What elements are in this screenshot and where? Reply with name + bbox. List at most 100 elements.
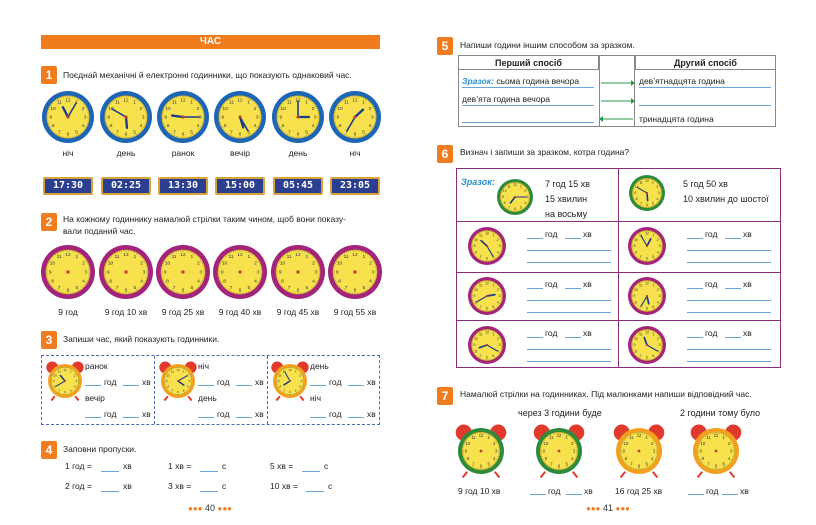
- answer-line[interactable]: [200, 471, 218, 472]
- svg-text:11: 11: [639, 181, 643, 185]
- task-7-text: Намалюй стрілки на годинниках. Під малюн…: [460, 389, 752, 399]
- svg-text:8: 8: [109, 279, 112, 285]
- answer-line[interactable]: [527, 262, 611, 263]
- answer-line[interactable]: [688, 494, 704, 495]
- answer-line[interactable]: [565, 238, 581, 239]
- answer-line[interactable]: [527, 238, 543, 239]
- svg-text:4: 4: [74, 385, 76, 389]
- answer-line[interactable]: [725, 337, 741, 338]
- answer-line[interactable]: [725, 288, 741, 289]
- answer-line[interactable]: [200, 491, 218, 492]
- answer-line[interactable]: [687, 337, 703, 338]
- svg-text:12: 12: [295, 252, 301, 258]
- svg-text:7: 7: [116, 285, 119, 291]
- answer-line[interactable]: [310, 385, 326, 386]
- svg-text:2: 2: [497, 238, 499, 242]
- unit-label: хв: [142, 409, 151, 419]
- svg-text:7: 7: [345, 129, 348, 134]
- svg-text:12: 12: [714, 433, 719, 438]
- answer-line[interactable]: [687, 238, 703, 239]
- svg-text:1: 1: [645, 435, 648, 440]
- answer-line[interactable]: [527, 349, 611, 350]
- answer-line[interactable]: [527, 300, 611, 301]
- svg-text:6: 6: [125, 132, 128, 137]
- svg-text:1: 1: [247, 100, 250, 105]
- unit-label: хв: [255, 377, 264, 387]
- svg-text:2: 2: [197, 106, 200, 111]
- svg-text:11: 11: [58, 369, 61, 373]
- svg-text:2: 2: [299, 373, 301, 377]
- answer-line[interactable]: [85, 385, 101, 386]
- unit-label: год: [217, 377, 230, 387]
- svg-text:10: 10: [474, 337, 478, 341]
- answer-line[interactable]: [687, 349, 771, 350]
- answer-line[interactable]: [348, 385, 364, 386]
- answer-line[interactable]: [687, 250, 771, 251]
- answer-line[interactable]: [687, 312, 771, 313]
- svg-text:9: 9: [502, 195, 504, 199]
- answer-line[interactable]: [236, 417, 252, 418]
- answer-line[interactable]: [722, 494, 738, 495]
- answer-line[interactable]: [687, 288, 703, 289]
- svg-text:6: 6: [354, 287, 357, 293]
- answer-line[interactable]: [198, 385, 214, 386]
- answer-line[interactable]: [310, 417, 326, 418]
- svg-text:3: 3: [199, 270, 202, 276]
- answer-line[interactable]: [348, 417, 364, 418]
- unit-label: год: [329, 409, 342, 419]
- answer-line[interactable]: [566, 494, 582, 495]
- answer-line[interactable]: [101, 471, 119, 472]
- unit-label: хв: [367, 377, 376, 387]
- table-header-second: Другий спосіб: [635, 56, 775, 70]
- answer-line[interactable]: [725, 238, 741, 239]
- svg-text:3: 3: [142, 270, 145, 276]
- svg-text:11: 11: [639, 332, 643, 336]
- svg-text:12: 12: [288, 368, 292, 372]
- answer-line[interactable]: [306, 491, 324, 492]
- digital-clock[interactable]: 23:05: [330, 177, 380, 195]
- answer-line[interactable]: [527, 337, 543, 338]
- answer-line[interactable]: [565, 337, 581, 338]
- svg-text:8: 8: [224, 123, 227, 128]
- svg-text:2: 2: [312, 261, 315, 267]
- answer-line[interactable]: [565, 288, 581, 289]
- svg-text:10: 10: [634, 288, 638, 292]
- digital-clock[interactable]: 17:30: [43, 177, 93, 195]
- digital-clock[interactable]: 15:00: [215, 177, 265, 195]
- svg-text:2: 2: [571, 441, 574, 446]
- svg-text:9: 9: [108, 115, 111, 120]
- answer-line[interactable]: [123, 385, 139, 386]
- svg-text:4: 4: [369, 123, 372, 128]
- answer-line[interactable]: [527, 250, 611, 251]
- answer-line[interactable]: [101, 491, 119, 492]
- answer-line[interactable]: [527, 361, 611, 362]
- svg-text:5: 5: [652, 201, 654, 205]
- time-of-day-label: день: [198, 393, 217, 403]
- task-5-table: Перший спосіб Другий спосіб Зразок: сьом…: [458, 55, 776, 127]
- answer-line[interactable]: [236, 385, 252, 386]
- answer-line[interactable]: [302, 471, 320, 472]
- svg-text:10: 10: [337, 261, 343, 267]
- table-row3-second: тринадцята година: [639, 114, 714, 124]
- digital-clock[interactable]: 13:30: [158, 177, 208, 195]
- answer-line[interactable]: [530, 494, 546, 495]
- answer-line[interactable]: [527, 288, 543, 289]
- digital-clock[interactable]: 05:45: [273, 177, 323, 195]
- answer-line[interactable]: [687, 262, 771, 263]
- digital-clock[interactable]: 02:25: [101, 177, 151, 195]
- answer-line[interactable]: [527, 312, 611, 313]
- answer-line[interactable]: [123, 417, 139, 418]
- answer-line[interactable]: [687, 300, 771, 301]
- svg-text:11: 11: [639, 283, 643, 287]
- answer-line[interactable]: [85, 417, 101, 418]
- unit-label: с: [328, 481, 333, 491]
- answer-line[interactable]: [687, 361, 771, 362]
- svg-text:2: 2: [369, 261, 372, 267]
- answer-line[interactable]: [198, 417, 214, 418]
- equation-label: 1 хв =: [168, 461, 192, 471]
